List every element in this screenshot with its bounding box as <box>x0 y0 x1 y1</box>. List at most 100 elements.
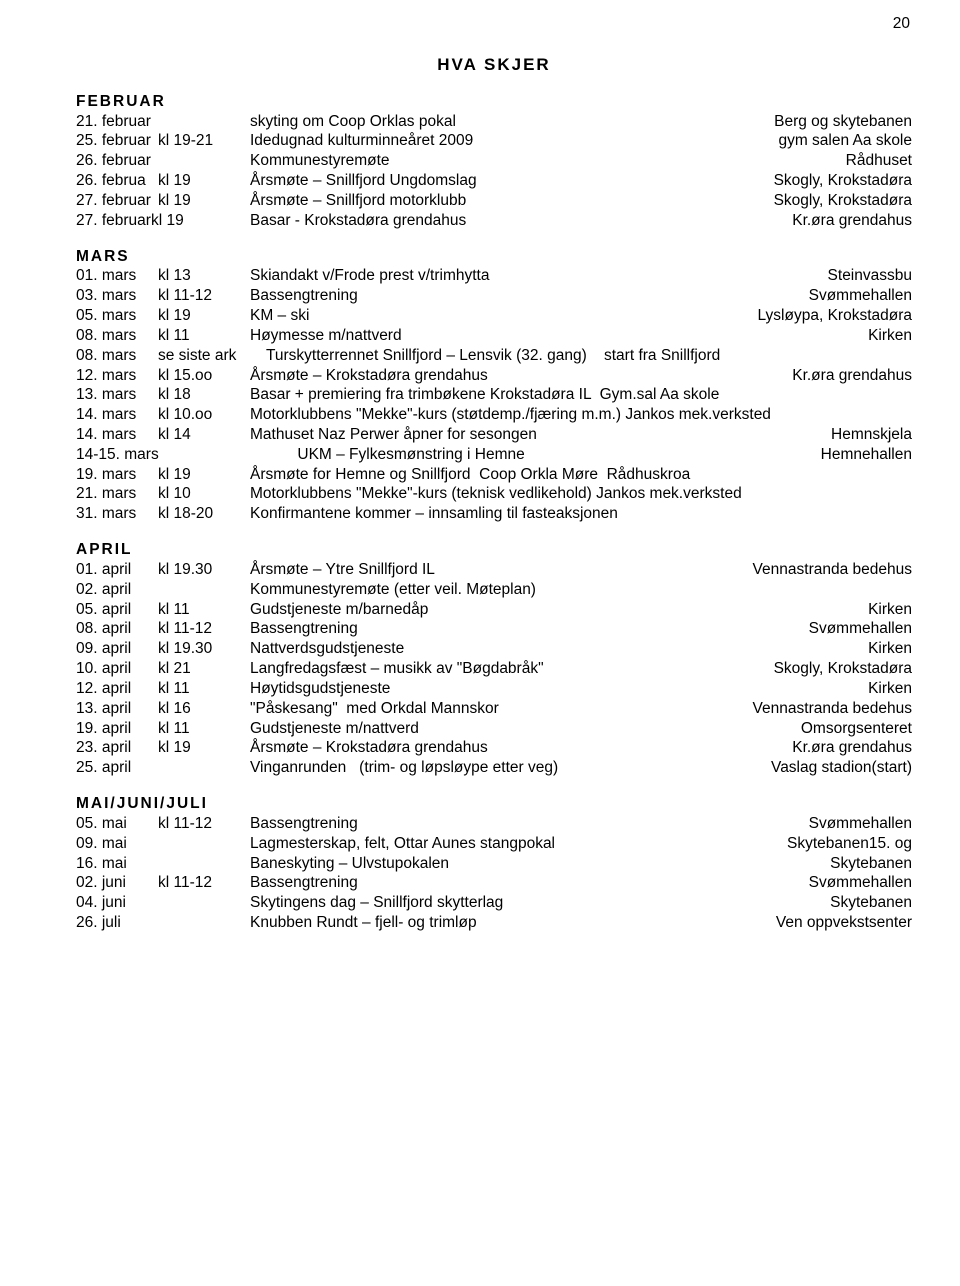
event-time <box>158 893 250 913</box>
event-description: Lagmesterskap, felt, Ottar Aunes stangpo… <box>250 834 781 854</box>
event-row: 01. marskl 13Skiandakt v/Frode prest v/t… <box>76 266 912 286</box>
event-date: 27. februarkl 19 <box>76 211 250 231</box>
event-date: 25. februar <box>76 131 158 151</box>
event-date: 14. mars <box>76 405 158 425</box>
event-date: 26. februar <box>76 151 158 171</box>
event-date: 02. april <box>76 580 158 600</box>
event-date: 09. mai <box>76 834 158 854</box>
event-location: Kirken <box>862 600 912 620</box>
event-description: Skytingens dag – Snillfjord skytterlag <box>250 893 824 913</box>
event-location: Rådhuset <box>840 151 912 171</box>
event-row: 19. aprilkl 11Gudstjeneste m/nattverdOms… <box>76 719 912 739</box>
event-date: 03. mars <box>76 286 158 306</box>
event-time <box>158 112 250 132</box>
event-date: 25. april <box>76 758 158 778</box>
event-description: Bassengtrening <box>250 873 803 893</box>
event-location: Kirken <box>862 639 912 659</box>
event-date: 27. februar <box>76 191 158 211</box>
event-time: kl 18-20 <box>158 504 250 524</box>
event-description: UKM – Fylkesmønstring i Hemne <box>250 445 815 465</box>
event-description: Turskytterrennet Snillfjord – Lensvik (3… <box>266 346 912 366</box>
event-row: 08. marsse siste arkTurskytterrennet Sni… <box>76 346 912 366</box>
event-time <box>158 854 250 874</box>
event-time: kl 13 <box>158 266 250 286</box>
event-description: KM – ski <box>250 306 752 326</box>
event-location: Skogly, Krokstadøra <box>768 171 912 191</box>
event-location: Skytebanen <box>824 893 912 913</box>
event-time: kl 15.oo <box>158 366 250 386</box>
event-row: 02. april Kommunestyremøte (etter veil. M… <box>76 580 912 600</box>
event-row: 26. februakl 19Årsmøte – Snillfjord Ungd… <box>76 171 912 191</box>
event-row: 25. februarkl 19-21Idedugnad kulturminne… <box>76 131 912 151</box>
event-location: Kirken <box>862 679 912 699</box>
event-row: 04. juni Skytingens dag – Snillfjord skyt… <box>76 893 912 913</box>
event-description: Basar - Krokstadøra grendahus <box>250 211 786 231</box>
event-date: 04. juni <box>76 893 158 913</box>
event-time: kl 16 <box>158 699 250 719</box>
event-row: 10. aprilkl 21Langfredagsfæst – musikk a… <box>76 659 912 679</box>
event-time <box>158 758 250 778</box>
event-row: 26. juliKnubben Rundt – fjell- og trimlø… <box>76 913 912 933</box>
event-date: 08. mars <box>76 346 158 366</box>
event-date: 13. mars <box>76 385 158 405</box>
event-location: Svømmehallen <box>803 873 912 893</box>
event-date: 08. mars <box>76 326 158 346</box>
event-description: Årsmøte – Ytre Snillfjord IL <box>250 560 747 580</box>
event-description: Høytidsgudstjeneste <box>250 679 862 699</box>
section-head: FEBRUAR <box>76 92 912 112</box>
event-row: 14. marskl 10.ooMotorklubbens "Mekke"-ku… <box>76 405 912 425</box>
event-location: gym salen Aa skole <box>772 131 912 151</box>
event-row: 21. februarskyting om Coop Orklas pokalB… <box>76 112 912 132</box>
event-description: Mathuset Naz Perwer åpner for sesongen <box>250 425 825 445</box>
event-description: Idedugnad kulturminneåret 2009 <box>250 131 772 151</box>
event-location: Kr.øra grendahus <box>786 738 912 758</box>
event-time: kl 11-12 <box>158 814 250 834</box>
event-row: 25. april Vinganrunden (trim- og løpsløyp… <box>76 758 912 778</box>
event-row: 05. maikl 11-12BassengtreningSvømmehalle… <box>76 814 912 834</box>
event-time: kl 11 <box>158 719 250 739</box>
event-description: Årsmøte for Hemne og Snillfjord Coop Ork… <box>250 465 912 485</box>
event-row: 05. marskl 19KM – skiLysløypa, Krokstadø… <box>76 306 912 326</box>
event-time: kl 19-21 <box>158 131 250 151</box>
event-time: kl 19.30 <box>158 639 250 659</box>
event-location: Kirken <box>862 326 912 346</box>
event-date: 08. april <box>76 619 158 639</box>
event-description: Motorklubbens "Mekke"-kurs (støtdemp./fj… <box>250 405 912 425</box>
event-location: Vaslag stadion(start) <box>765 758 912 778</box>
event-description: Knubben Rundt – fjell- og trimløp <box>250 913 770 933</box>
event-date: 19. april <box>76 719 158 739</box>
event-date: 14-15. mars <box>76 445 250 465</box>
event-location: Skogly, Krokstadøra <box>768 659 912 679</box>
event-time: kl 19.30 <box>158 560 250 580</box>
event-time: kl 18 <box>158 385 250 405</box>
event-description: Årsmøte – Snillfjord motorklubb <box>250 191 768 211</box>
event-row: 27. februarkl 19Basar - Krokstadøra gren… <box>76 211 912 231</box>
event-location: Ven oppvekstsenter <box>770 913 912 933</box>
event-time: kl 11-12 <box>158 619 250 639</box>
event-row: 23. aprilkl 19Årsmøte – Krokstadøra gren… <box>76 738 912 758</box>
event-row: 08. aprilkl 11-12BassengtreningSvømmehal… <box>76 619 912 639</box>
event-location: Lysløypa, Krokstadøra <box>752 306 912 326</box>
section-head: APRIL <box>76 540 912 560</box>
event-description: Kommunestyremøte <box>250 151 840 171</box>
event-location: Berg og skytebanen <box>768 112 912 132</box>
event-time: kl 19 <box>158 171 250 191</box>
event-description: Vinganrunden (trim- og løpsløype etter v… <box>250 758 765 778</box>
event-description: Årsmøte – Krokstadøra grendahus <box>250 366 786 386</box>
event-row: 09. mai Lagmesterskap, felt, Ottar Aunes … <box>76 834 912 854</box>
event-time: kl 21 <box>158 659 250 679</box>
event-row: 13. aprilkl 16"Påskesang" med Orkdal Man… <box>76 699 912 719</box>
event-row: 31. marskl 18-20Konfirmantene kommer – i… <box>76 504 912 524</box>
event-row: 14-15. mars UKM – Fylkesmønstring i Hemn… <box>76 445 912 465</box>
event-time: kl 14 <box>158 425 250 445</box>
event-time <box>158 151 250 171</box>
event-row: 14. marskl 14Mathuset Naz Perwer åpner f… <box>76 425 912 445</box>
event-description: Kommunestyremøte (etter veil. Møteplan) <box>250 580 912 600</box>
event-time: kl 11 <box>158 600 250 620</box>
event-time: kl 19 <box>158 465 250 485</box>
event-date: 14. mars <box>76 425 158 445</box>
event-date: 16. mai <box>76 854 158 874</box>
event-time: kl 11-12 <box>158 873 250 893</box>
event-time: kl 10.oo <box>158 405 250 425</box>
event-location: Svømmehallen <box>803 619 912 639</box>
